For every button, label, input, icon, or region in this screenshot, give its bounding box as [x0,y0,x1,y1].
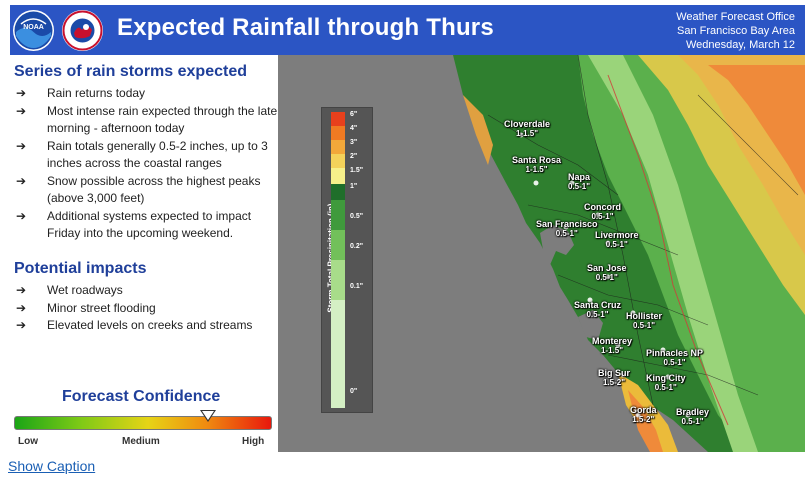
arrow-right-icon: ➔ [16,86,27,100]
list-item: ➔ Rain totals generally 0.5-2 inches, up … [16,138,278,173]
arrow-right-icon: ➔ [16,103,27,118]
info-panel: Series of rain storms expected ➔ Rain ret… [10,55,278,452]
legend-swatch [331,154,345,168]
city-label-big-sur: Big Sur 1.5-2" [598,368,631,387]
city-label-concord: Concord 0.5-1" [584,202,621,221]
confidence-heading: Forecast Confidence [62,388,221,405]
list-item: ➔ Rain returns today [16,85,278,103]
office-name: Weather Forecast Office [676,11,795,23]
legend-tick-label: 3" [350,139,358,146]
noaa-logo: NOAA [13,10,54,51]
bullet-text: Wet roadways [47,283,123,297]
rainfall-graphic: NOAA Expected Rainfall through Thurs Wea… [10,5,805,452]
bullet-text: Rain returns today [47,86,146,100]
list-item: ➔ Additional systems expected to impact F… [16,208,278,243]
legend-tick-label: 1" [350,183,358,190]
city-label-gorda: Gorda 1.5-2" [630,405,657,424]
city-label-monterey: Monterey 1-1.5" [592,336,633,355]
city-label-santa-cruz: Santa Cruz 0.5-1" [574,300,622,319]
confidence-marker-fill [202,411,214,420]
city-label-san-francisco: San Francisco 0.5-1" [536,219,598,238]
legend-tick-label: 6" [350,111,358,118]
office-region: San Francisco Bay Area [676,25,795,37]
list-item: ➔ Snow possible across the highest peaks … [16,173,278,208]
bullet-text: Most intense rain expected through the l… [47,103,278,136]
bullet-text: Additional systems expected to impact Fr… [47,208,252,241]
legend-swatch [331,140,345,154]
confidence-medium-label: Medium [122,436,160,447]
legend-swatch [331,200,345,230]
noaa-logo-text: NOAA [23,24,44,31]
nws-logo [62,10,103,51]
legend-tick-label: 0" [350,388,358,395]
storms-bullet-list: ➔ Rain returns today ➔ Most intense rain e… [16,85,278,243]
arrow-right-icon: ➔ [16,318,27,332]
show-caption-link[interactable]: Show Caption [8,458,96,474]
arrow-right-icon: ➔ [16,283,27,297]
legend-swatch [331,300,345,408]
impacts-bullet-list: ➔ Wet roadways ➔ Minor street flooding ➔ El… [16,282,278,335]
city-label-san-jose: San Jose 0.5-1" [587,263,627,282]
arrow-right-icon: ➔ [16,208,27,223]
arrow-right-icon: ➔ [16,300,27,315]
city-label-livermore: Livermore 0.5-1" [595,230,639,249]
legend-swatch [331,168,345,184]
legend-swatch [331,230,345,260]
list-item: ➔ Most intense rain expected through the … [16,103,278,138]
rainfall-map: Storm Total Precipitation (in) 6" 4" 3" … [278,55,805,452]
legend-tick-label: 1.5" [350,167,364,174]
confidence-scale-bar [14,416,272,430]
bullet-text: Rain totals generally 0.5-2 inches, up t… [47,138,268,171]
list-item: ➔ Elevated levels on creeks and streams [16,317,278,335]
header-banner: NOAA Expected Rainfall through Thurs Wea… [10,5,805,55]
city-label-bradley: Bradley 0.5-1" [676,407,710,426]
legend-swatch [331,126,345,140]
list-item: ➔ Minor street flooding [16,300,278,318]
arrow-right-icon: ➔ [16,173,27,188]
bullet-text: Elevated levels on creeks and streams [47,318,253,332]
confidence-high-label: High [242,436,265,447]
legend-tick-label: 0.1" [350,283,364,290]
legend-swatch [331,260,345,300]
legend-tick-label: 0.2" [350,243,364,250]
bullet-text: Minor street flooding [47,300,156,315]
impacts-heading: Potential impacts [14,260,147,277]
list-item: ➔ Wet roadways [16,282,278,300]
legend-tick-label: 0.5" [350,213,364,220]
confidence-low-label: Low [18,436,38,447]
city-label-pinnacles-np: Pinnacles NP 0.5-1" [646,348,704,367]
city-label-hollister: Hollister 0.5-1" [626,311,663,330]
legend-swatch [331,112,345,126]
storms-heading: Series of rain storms expected [14,63,247,80]
arrow-right-icon: ➔ [16,138,27,153]
city-label-cloverdale: Cloverdale 1-1.5" [504,119,551,138]
city-label-santa-rosa: Santa Rosa 1-1.5" [512,155,562,174]
page-title: Expected Rainfall through Thurs [117,14,494,41]
legend-color-ramp [331,112,345,408]
precip-legend: Storm Total Precipitation (in) 6" 4" 3" … [321,107,373,413]
legend-tick-label: 4" [350,125,358,132]
city-label-king-city: King City 0.5-1" [646,373,686,392]
city-label-napa: Napa 0.5-1" [568,172,591,191]
bullet-text: Snow possible across the highest peaks (… [47,173,261,206]
office-info: Weather Forecast Office San Francisco Ba… [676,10,795,52]
legend-swatch [331,184,345,200]
legend-tick-label: 2" [350,153,358,160]
issue-date: Wednesday, March 12 [685,39,795,51]
